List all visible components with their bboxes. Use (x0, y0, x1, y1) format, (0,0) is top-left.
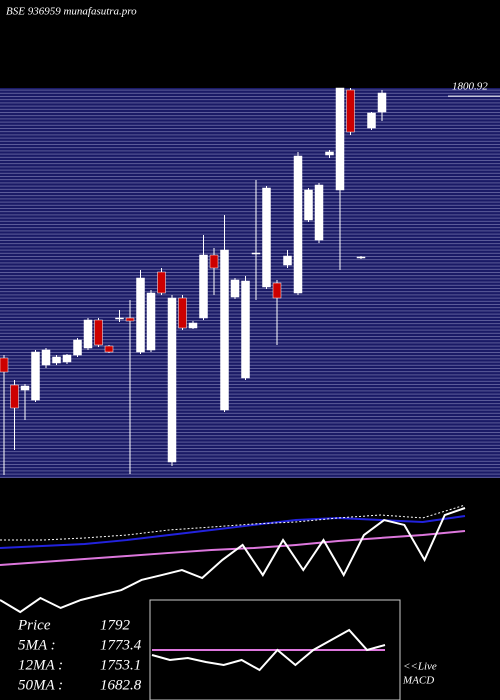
summary-label: 50MA : (18, 677, 63, 693)
candle-body (20, 385, 30, 391)
summary-label: 12MA : (18, 657, 63, 673)
candle-body (94, 319, 103, 346)
candle-body (73, 339, 82, 356)
candle-body (377, 92, 387, 113)
candle-body (188, 322, 198, 329)
candle-body (104, 345, 114, 353)
candle-body (10, 384, 19, 409)
candle-body (209, 254, 219, 269)
candle-body (199, 254, 208, 319)
candle-body (335, 87, 345, 191)
summary-value: 1753.1 (100, 657, 141, 673)
indicator-line (0, 504, 466, 541)
candle-body (325, 151, 334, 156)
y-tick-label: 1800.92 (452, 81, 488, 93)
candle-body (83, 319, 93, 349)
summary-label: Price (17, 617, 51, 633)
candle-body (283, 255, 292, 266)
candle-body (52, 356, 61, 364)
candle-body (304, 189, 313, 221)
indicator-line (0, 514, 466, 550)
candle-body (146, 292, 156, 351)
indicator-line (151, 628, 386, 672)
candle-body (115, 317, 124, 320)
candle-body (41, 349, 51, 366)
candle-body (272, 282, 282, 299)
candle-body (157, 271, 166, 294)
candle-body (230, 279, 240, 298)
summary-value: 1792 (100, 617, 131, 633)
candle-body (293, 155, 303, 294)
plot-area (0, 88, 500, 478)
candle-body (367, 112, 376, 129)
candle-body (241, 280, 250, 379)
chart-title: BSE 936959 munafasutra.pro (6, 6, 137, 18)
candle-body (178, 297, 187, 329)
live-label: <<Live (403, 661, 437, 673)
indicator-line (0, 507, 466, 614)
candle-body (356, 256, 366, 259)
candle-body (262, 187, 271, 288)
summary-label: 5MA : (18, 637, 56, 653)
candle-body (346, 89, 355, 133)
candle-body (251, 252, 261, 255)
indicator-line (0, 529, 466, 566)
summary-value: 1682.8 (100, 677, 142, 693)
candle-body (314, 184, 324, 241)
candle-body (167, 297, 177, 463)
candle-body (62, 354, 72, 363)
candle-body (125, 317, 135, 322)
macd-label: MACD (402, 675, 434, 687)
candle-body (136, 277, 145, 353)
candle-body (31, 351, 40, 401)
candle-body (220, 249, 229, 411)
candle-body (0, 357, 9, 373)
summary-value: 1773.4 (100, 637, 142, 653)
